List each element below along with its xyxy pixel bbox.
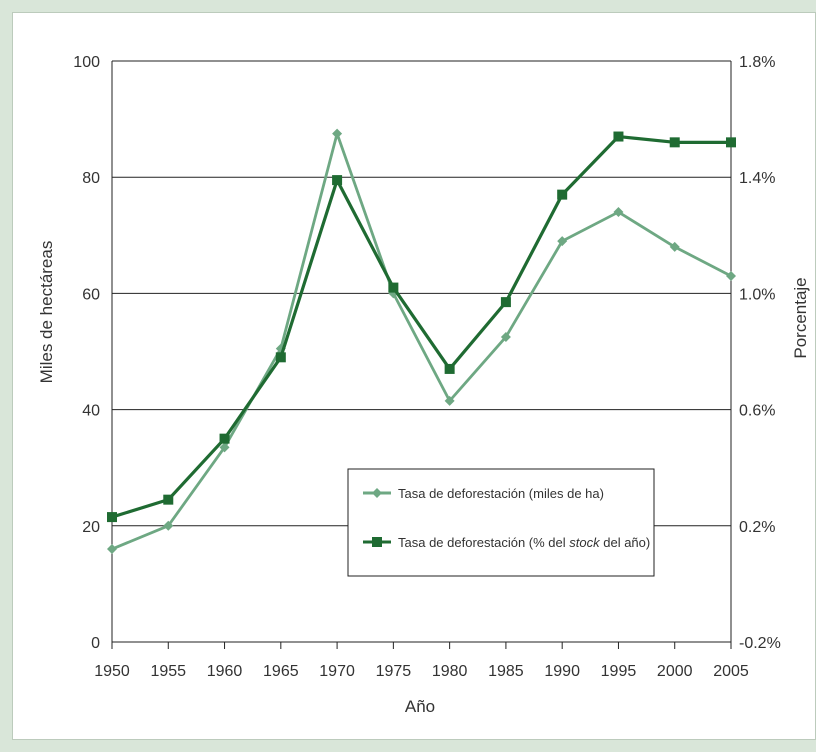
x-axis-label: Año (405, 697, 435, 716)
x-tick-label: 1980 (432, 663, 468, 680)
y-left-tick-label: 0 (91, 635, 100, 652)
data-point-diamond (500, 331, 511, 342)
data-point-diamond (332, 128, 343, 139)
y-left-tick-label: 100 (73, 54, 100, 71)
x-tick-label: 1985 (488, 663, 524, 680)
data-point-square (107, 512, 117, 523)
legend-swatch-square (372, 537, 382, 547)
x-tick-label: 1990 (544, 663, 580, 680)
x-tick-label: 1970 (319, 663, 355, 680)
y-right-tick-label: 1.4% (739, 170, 775, 187)
data-point-diamond (107, 544, 117, 555)
data-point-square (444, 363, 455, 374)
data-point-square (557, 189, 568, 200)
data-point-square (163, 494, 174, 505)
y-left-tick-label: 60 (82, 286, 100, 303)
y-right-tick-label: -0.2% (739, 635, 781, 652)
x-tick-label: 2000 (657, 663, 693, 680)
y-right-tick-label: 1.8% (739, 54, 775, 71)
axis-layer: 0 -0.2% 20 0.2% 40 0.6% 60 1.0% 80 1.4% 100 1.8% 195… (73, 54, 781, 680)
data-point-diamond (219, 442, 230, 453)
y-left-tick-label: 80 (82, 170, 100, 187)
y-right-tick-label: 1.0% (739, 286, 775, 303)
data-point-diamond (557, 236, 568, 247)
y-axis-left-label: Miles de hectáreas (37, 241, 56, 384)
x-tick-label: 2005 (713, 663, 749, 680)
x-tick-label: 1975 (376, 663, 412, 680)
legend: Tasa de deforestación (miles de ha) Tasa … (347, 468, 655, 577)
x-tick-label: 1995 (601, 663, 637, 680)
data-point-square (219, 433, 230, 444)
chart-panel (12, 12, 816, 740)
series-layer (107, 128, 736, 555)
y-right-tick-label: 0.6% (739, 403, 775, 420)
legend-label: Tasa de deforestación (miles de ha) (398, 486, 604, 501)
data-point-square (669, 137, 680, 148)
legend-box (347, 468, 655, 577)
data-point-diamond (444, 395, 455, 406)
legend-swatch-diamond (372, 488, 382, 498)
y-right-tick-label: 0.2% (739, 519, 775, 536)
x-tick-label: 1955 (150, 663, 186, 680)
data-point-square (613, 131, 624, 142)
data-point-square (726, 137, 736, 148)
data-point-diamond (669, 241, 680, 252)
series-line (111, 132, 732, 551)
data-point-square (500, 297, 511, 308)
x-tick-label: 1960 (207, 663, 243, 680)
data-point-diamond (613, 207, 624, 218)
legend-label: Tasa de deforestación (% del stock del a… (398, 535, 650, 550)
data-point-square (388, 282, 399, 293)
data-point-square (275, 352, 286, 363)
data-point-diamond (163, 520, 174, 531)
series-line (111, 134, 731, 519)
y-left-tick-label: 40 (82, 403, 100, 420)
y-left-tick-label: 20 (82, 519, 100, 536)
y-axis-right-label: Porcentaje (791, 277, 810, 358)
x-tick-label: 1965 (263, 663, 299, 680)
data-point-diamond (726, 270, 736, 281)
data-point-square (332, 175, 343, 186)
x-tick-label: 1950 (94, 663, 130, 680)
